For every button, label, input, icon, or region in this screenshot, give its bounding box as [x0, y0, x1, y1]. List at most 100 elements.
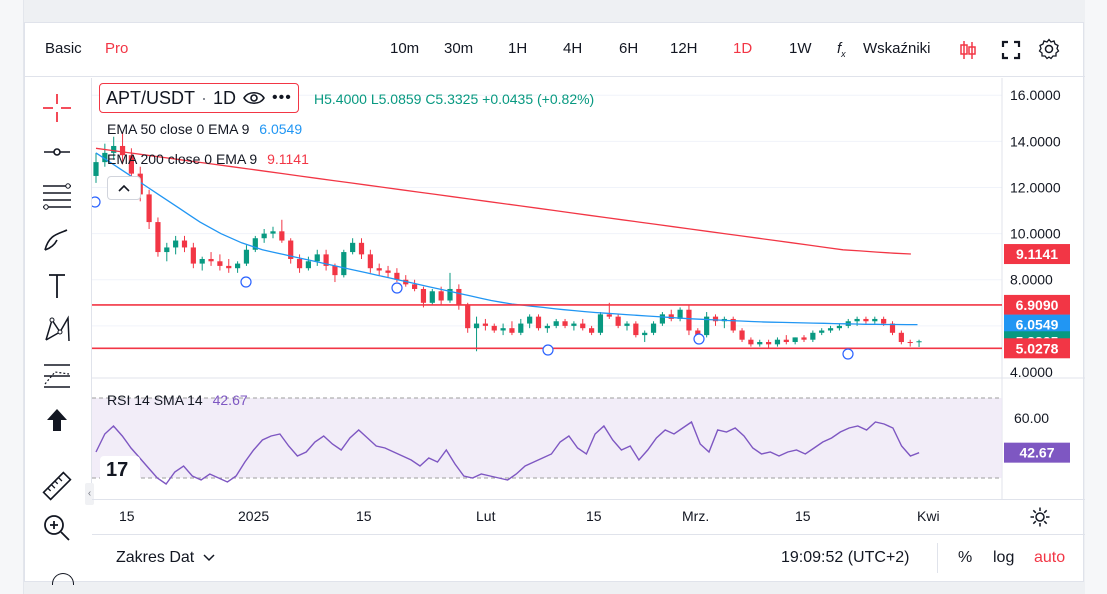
price-label-text: 6.9090	[1016, 297, 1059, 313]
candle-body	[412, 284, 418, 289]
candle-body	[93, 162, 99, 176]
candle-body	[350, 242, 356, 253]
candle-body	[155, 222, 161, 253]
price-label-pill	[1004, 338, 1070, 359]
interval-10m[interactable]: 10m	[390, 40, 420, 57]
interval-30m[interactable]: 30m	[444, 40, 474, 57]
rsi-value: 42.67	[212, 392, 248, 408]
candle-body	[695, 330, 701, 336]
candle-body	[429, 291, 435, 303]
alert-marker[interactable]	[92, 196, 101, 208]
alert-marker[interactable]	[391, 282, 403, 294]
percent-scale-toggle[interactable]: %	[958, 549, 973, 566]
time-axis[interactable]: 15 2025 15 Lut 15 Mrz. 15 Kwi	[92, 499, 1085, 533]
eye-icon[interactable]	[242, 90, 266, 106]
mode-basic-tab[interactable]: Basic	[45, 40, 82, 57]
candle-style-icon[interactable]	[958, 39, 978, 61]
candle-body	[544, 325, 550, 329]
candle-body	[385, 270, 391, 273]
indicators-button[interactable]: Wskaźniki	[863, 40, 931, 57]
candle-body	[252, 238, 258, 250]
horizontal-line-tool-icon[interactable]	[39, 134, 75, 170]
candle-body	[766, 342, 772, 345]
pattern-tool-icon[interactable]	[39, 312, 75, 348]
candle-body	[119, 145, 126, 156]
candle-body	[907, 342, 913, 344]
candle-body	[836, 325, 842, 329]
symbol-legend-box[interactable]: APT/USDT · 1D •••	[99, 83, 299, 113]
rsi-band	[92, 398, 1002, 478]
chevron-up-icon	[118, 184, 130, 192]
candle-body	[783, 339, 789, 343]
chevron-down-icon	[203, 554, 215, 562]
candle-body	[571, 323, 577, 326]
interval-12h[interactable]: 12H	[670, 40, 698, 57]
interval-4h[interactable]: 4H	[563, 40, 583, 57]
alert-marker[interactable]	[693, 333, 705, 345]
price-chart[interactable]: 16.0000 14.0000 12.0000 10.0000 8.0000 4.0000…	[92, 78, 1085, 499]
chart-topbar: Basic Pro 10m 30m 1H 4H 6H 12H 1D 1W fx …	[25, 23, 1085, 77]
candle-body	[491, 325, 497, 331]
price-axis-ticks: 16.0000 14.0000 12.0000 10.0000 8.0000 4.0000	[1010, 87, 1061, 380]
date-range-dropdown[interactable]: Zakres Dat	[116, 549, 215, 567]
ema50-legend[interactable]: EMA 50 close 0 EMA 9 6.0549	[107, 121, 302, 137]
candle-body	[668, 314, 674, 319]
crosshair-icon[interactable]	[39, 90, 75, 126]
zoom-in-icon[interactable]	[39, 510, 75, 546]
collapse-legend-button[interactable]	[107, 176, 141, 200]
more-options-icon[interactable]: •••	[272, 89, 292, 106]
rsi-axis-ticks: 60.00 42.67	[1004, 410, 1070, 463]
price-label-pill	[1004, 244, 1070, 265]
candle-body	[288, 240, 294, 259]
candle-body	[128, 155, 134, 174]
ruler-icon[interactable]	[39, 468, 75, 504]
forecast-tool-icon[interactable]	[39, 358, 75, 394]
candle-body	[420, 288, 427, 303]
alert-marker[interactable]	[842, 348, 854, 360]
brush-tool-icon[interactable]	[39, 222, 75, 258]
ohlc-values: H5.4000 L5.0859 C5.3325 +0.0435 (+0.82%)	[314, 91, 595, 107]
candle-body	[801, 337, 807, 340]
interval-1d[interactable]: 1D	[733, 40, 753, 57]
svg-text:17: 17	[106, 459, 128, 481]
channel-tool-icon[interactable]	[39, 178, 75, 214]
axis-settings-icon[interactable]	[1029, 506, 1051, 528]
function-icon[interactable]: fx	[837, 40, 846, 59]
candle-body	[111, 145, 117, 153]
candle-body	[916, 341, 922, 343]
rsi-line	[95, 420, 920, 485]
rsi-legend[interactable]: RSI 14 SMA 14 42.67	[107, 392, 248, 408]
price-tick-label: 12.0000	[1010, 179, 1061, 195]
alert-marker[interactable]	[542, 344, 554, 356]
candle-body	[217, 261, 223, 266]
price-label-pill	[1004, 294, 1070, 315]
interval-6h[interactable]: 6H	[619, 40, 639, 57]
arrow-up-tool-icon[interactable]	[39, 402, 75, 438]
candle-body	[642, 332, 648, 336]
candle-body	[235, 263, 241, 269]
auto-scale-toggle[interactable]: auto	[1034, 549, 1066, 566]
ema200-legend[interactable]: EMA 200 close 0 EMA 9 9.1141	[107, 151, 309, 167]
toolbar-collapse-handle[interactable]: ‹	[85, 483, 94, 505]
candle-body	[827, 328, 834, 331]
candle-body	[314, 254, 320, 262]
interval-1h[interactable]: 1H	[508, 40, 528, 57]
price-label-text: 6.0549	[1016, 317, 1059, 333]
log-scale-toggle[interactable]: log	[993, 549, 1015, 566]
settings-gear-icon[interactable]	[1038, 38, 1060, 60]
candle-body	[863, 318, 869, 322]
clock-display[interactable]: 19:09:52 (UTC+2)	[781, 549, 910, 566]
interval-1w[interactable]: 1W	[789, 40, 812, 57]
text-tool-icon[interactable]	[39, 268, 75, 304]
candle-body	[650, 323, 657, 333]
candle-body	[580, 323, 586, 329]
alert-markers[interactable]	[92, 196, 854, 360]
magnet-icon[interactable]	[52, 573, 74, 585]
candle-body	[606, 314, 612, 317]
fullscreen-icon[interactable]	[1001, 40, 1021, 60]
alert-marker[interactable]	[240, 276, 252, 288]
rsi-current-pill	[1004, 442, 1070, 463]
candle-body	[296, 258, 303, 269]
mode-pro-tab[interactable]: Pro	[105, 40, 129, 57]
